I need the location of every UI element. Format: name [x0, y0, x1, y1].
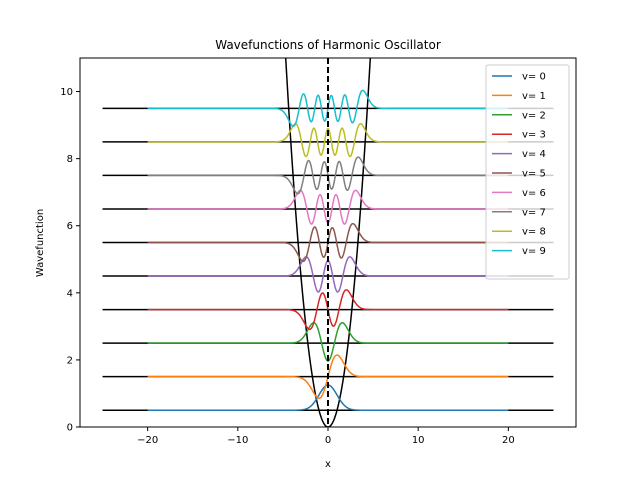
legend-label-v8: v= 8 — [522, 227, 546, 238]
y-tick-label: 6 — [67, 221, 73, 232]
x-tick-label: 0 — [325, 435, 331, 446]
x-tick-label: 20 — [502, 435, 515, 446]
legend-label-v4: v= 4 — [522, 149, 546, 160]
legend-label-v1: v= 1 — [522, 91, 546, 102]
y-tick-label: 4 — [67, 288, 73, 299]
legend-box — [485, 64, 570, 280]
x-tick-label: −10 — [227, 435, 248, 446]
series-line-v3 — [147, 289, 509, 331]
legend: v= 0 v= 1 v= 2 v= 3 v= 4 v= 5 v= 6 v= 7 v= 8 v= 9 — [485, 64, 570, 280]
x-axis-label: x — [325, 459, 331, 470]
legend-label-v7: v= 7 — [522, 207, 546, 218]
series-line-v0 — [147, 384, 509, 411]
legend-label-v5: v= 5 — [522, 169, 546, 180]
y-tick-label: 2 — [67, 355, 73, 366]
axes: −20 −10 0 10 20 0 2 4 6 8 10 — [60, 57, 577, 446]
legend-label-v9: v= 9 — [522, 246, 546, 257]
potential-curve — [284, 58, 372, 427]
y-tick-label: 10 — [60, 87, 73, 98]
series-line-v8 — [147, 123, 509, 158]
legend-label-v6: v= 6 — [522, 188, 546, 199]
legend-label-v0: v= 0 — [522, 72, 546, 83]
legend-label-v3: v= 3 — [522, 130, 546, 141]
x-tick-label: 10 — [412, 435, 425, 446]
y-tick-label: 8 — [67, 154, 73, 165]
plot-area — [102, 58, 554, 427]
legend-label-v2: v= 2 — [522, 110, 546, 121]
x-tick-label: −20 — [137, 435, 158, 446]
y-axis-label: Wavefunction — [35, 209, 46, 277]
y-tick-label: 0 — [67, 423, 73, 434]
chart-title: Wavefunctions of Harmonic Oscillator — [215, 38, 441, 52]
